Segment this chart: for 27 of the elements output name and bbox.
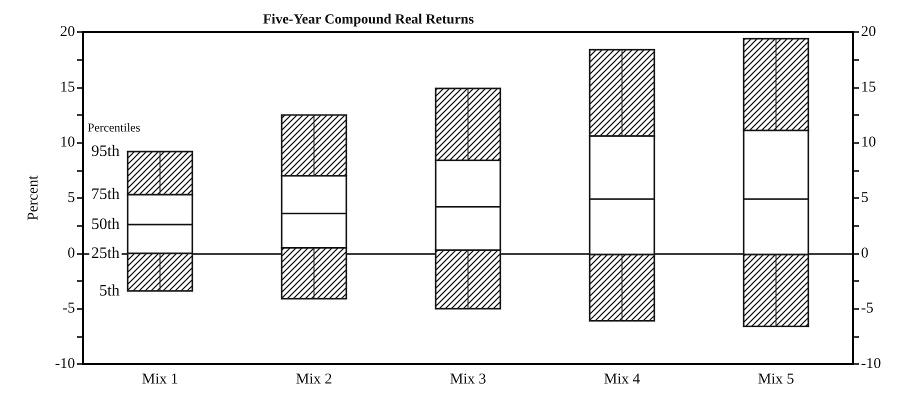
x-tick-label: Mix 1 <box>142 372 178 388</box>
annotation: 25th <box>91 244 120 262</box>
x-tick-label: Mix 2 <box>296 372 332 388</box>
y2-tick-label: 10 <box>861 134 876 151</box>
y-tick-label: -5 <box>62 300 75 317</box>
x-tick-label: Mix 5 <box>758 372 794 388</box>
annotation: 75th <box>91 186 120 204</box>
x-tick-label: Mix 4 <box>604 372 641 388</box>
y-tick-label: 10 <box>60 134 75 151</box>
annotation: 95th <box>91 143 120 160</box>
y-tick-label: 5 <box>68 190 75 206</box>
y-tick-label: 20 <box>60 24 75 40</box>
annotation: Percentiles <box>88 120 141 135</box>
y-tick-label: 0 <box>68 245 75 262</box>
annotation: 5th <box>99 282 120 300</box>
annotation: 50th <box>91 216 120 234</box>
y2-tick-label: -10 <box>861 356 881 372</box>
y-axis-title: Percent <box>26 174 42 220</box>
y2-tick-label: 0 <box>861 245 868 262</box>
y2-tick-label: 15 <box>861 79 876 96</box>
y2-tick-label: 20 <box>861 24 876 40</box>
y-tick-label: 15 <box>60 79 75 96</box>
x-tick-label: Mix 3 <box>450 372 486 388</box>
y2-tick-label: -5 <box>861 300 874 317</box>
y-tick-label: -10 <box>55 356 75 372</box>
y2-tick-label: 5 <box>861 190 868 206</box>
chart-title: Five-Year Compound Real Returns <box>263 12 474 28</box>
